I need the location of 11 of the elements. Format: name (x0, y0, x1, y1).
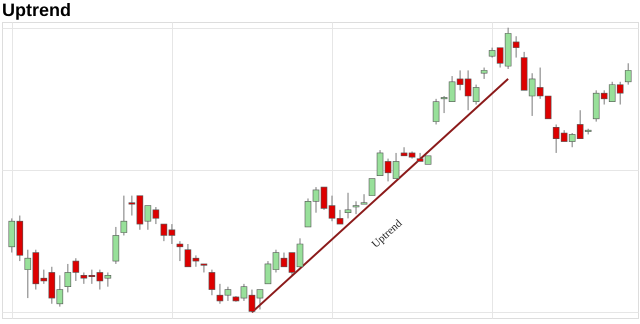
candlestick (368, 178, 376, 196)
candlestick (360, 194, 368, 205)
candlestick (176, 240, 184, 262)
candlestick (432, 98, 440, 125)
candlestick (344, 192, 352, 219)
candlestick (480, 67, 488, 80)
candlestick (352, 200, 360, 215)
candlestick (624, 62, 632, 86)
chart-title: Uptrend (2, 0, 71, 20)
candlestick (120, 195, 128, 236)
candlestick (208, 269, 216, 296)
